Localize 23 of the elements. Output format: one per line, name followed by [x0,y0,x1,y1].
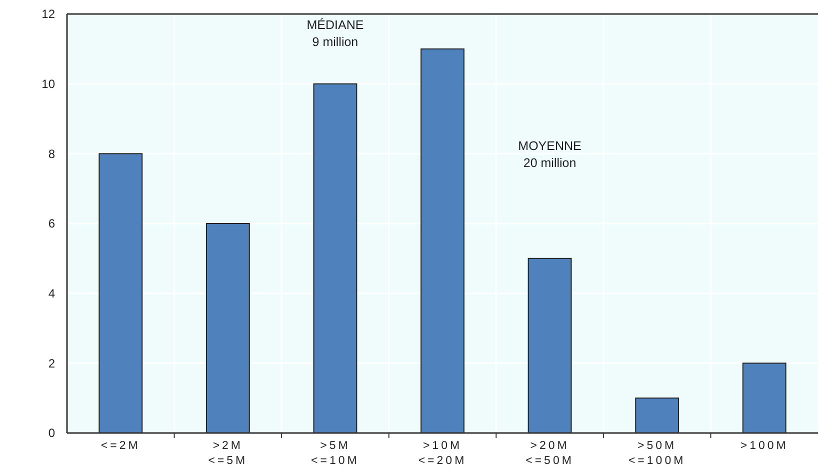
bar [742,362,786,434]
annotation: MOYENNE 20 million [518,139,582,170]
bar [98,153,143,434]
y-tick-label: 6 [48,216,56,231]
x-tick-label: >2M <=5M [208,440,248,467]
y-tick-label: 0 [48,426,56,440]
x-tick-label: >5M <=10M [311,440,360,467]
bar [313,83,358,434]
bar [528,258,572,434]
y-tick-label: 4 [48,286,56,301]
y-tick-label: 8 [48,146,56,161]
bar [635,398,680,434]
annotation: MÉDIANE 9 million [306,18,364,49]
bar [420,48,464,434]
x-tick-label: >50M <=100M [628,440,686,467]
y-tick-label: 10 [42,77,56,92]
x-tick-label: <=2M [100,440,140,452]
y-tick-label: 12 [42,7,56,22]
x-tick-label: >100M [740,440,788,452]
x-tick-label: >20M <=50M [526,440,574,467]
x-tick-label: >10M <=20M [418,440,467,467]
bar [206,223,250,434]
y-tick-label: 2 [48,356,56,370]
